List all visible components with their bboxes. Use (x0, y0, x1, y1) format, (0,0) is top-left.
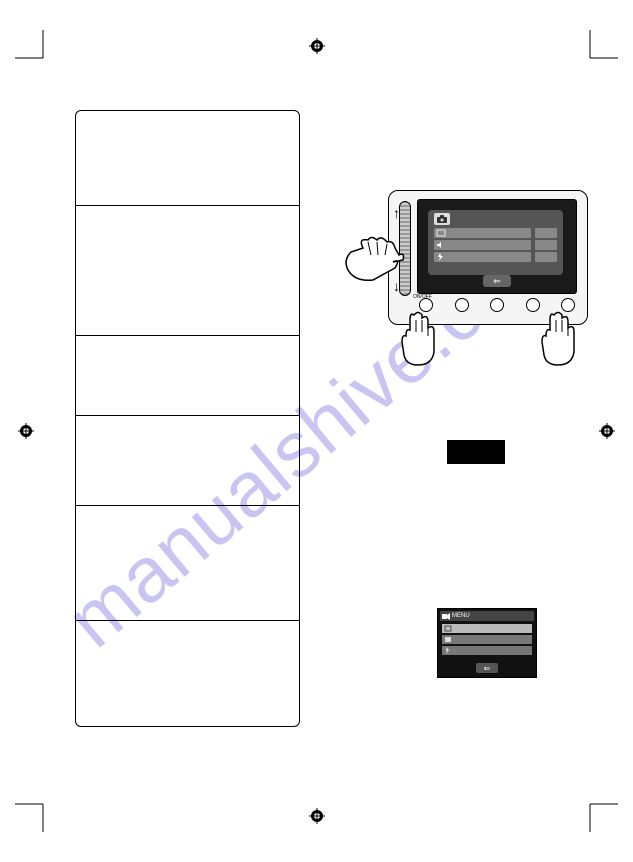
table-row (76, 206, 299, 336)
table-row (76, 416, 299, 506)
table-row (76, 336, 299, 416)
menu-row[interactable] (434, 252, 531, 262)
sound-icon (436, 241, 446, 249)
registration-mark-right (599, 423, 615, 439)
menu-value (535, 228, 557, 238)
registration-mark-bottom (309, 808, 325, 824)
black-bar (447, 440, 505, 464)
crop-mark-tl (15, 30, 51, 66)
camera-icon (437, 215, 447, 223)
device-illustration: ↑ ↓ ⇐ ON/OFF (388, 190, 588, 325)
quality-icon (436, 229, 446, 237)
camera-tab[interactable] (434, 213, 450, 225)
table-row (76, 621, 299, 726)
registration-mark-top (309, 38, 325, 54)
menu-overlay (428, 210, 563, 275)
crop-mark-tr (582, 30, 618, 66)
menu-row[interactable] (434, 228, 531, 238)
hand-right-button-icon (536, 310, 581, 370)
device-screen: ⇐ (417, 199, 577, 294)
circle-button[interactable] (490, 298, 504, 312)
mini-menu-screenshot: MENU ⇐ (437, 608, 537, 678)
table-row (76, 111, 299, 206)
menu-value (535, 252, 557, 262)
mini-header-label: MENU (452, 613, 470, 619)
mini-back-button[interactable]: ⇐ (476, 663, 498, 673)
hand-scroll-icon (343, 230, 408, 285)
mini-row[interactable] (442, 635, 532, 644)
content-table (75, 110, 300, 727)
flash-icon (444, 647, 452, 654)
device-body: ↑ ↓ ⇐ ON/OFF (388, 190, 588, 325)
media-icon (444, 636, 452, 643)
registration-mark-left (18, 423, 34, 439)
menu-row[interactable] (434, 240, 531, 250)
flash-icon (436, 253, 446, 261)
mini-header: MENU (440, 611, 534, 621)
mini-row[interactable] (442, 646, 532, 655)
hand-left-button-icon (396, 310, 441, 370)
menu-value (535, 240, 557, 250)
arrow-up-icon: ↑ (393, 205, 400, 221)
crop-mark-bl (15, 796, 51, 832)
back-button[interactable]: ⇐ (483, 275, 511, 287)
table-row (76, 506, 299, 621)
quality-icon (444, 625, 452, 632)
crop-mark-br (582, 796, 618, 832)
movie-icon (442, 613, 450, 620)
circle-button[interactable] (455, 298, 469, 312)
mini-row[interactable] (442, 624, 532, 633)
